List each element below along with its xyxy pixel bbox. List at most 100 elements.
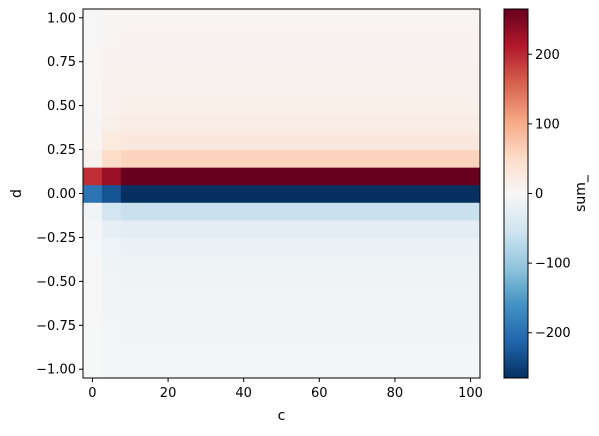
heatmap-cell xyxy=(83,272,103,291)
y-tick-label: −0.25 xyxy=(36,231,76,246)
heatmap-cell xyxy=(101,255,122,274)
heatmap-cell xyxy=(120,114,141,133)
heatmap-cell xyxy=(120,184,141,203)
heatmap-cell xyxy=(139,219,481,238)
heatmap-cell xyxy=(101,272,122,291)
heatmap-cells xyxy=(83,9,481,379)
x-tick-label: 60 xyxy=(311,386,328,401)
heatmap-cell xyxy=(101,342,122,361)
x-axis-ticks: 0 20 40 60 80 100 xyxy=(88,378,483,401)
heatmap-cell xyxy=(101,114,122,133)
heatmap-cell xyxy=(139,325,481,344)
x-tick-label: 20 xyxy=(160,386,177,401)
y-tick-label: −1.00 xyxy=(36,363,76,378)
heatmap-cell xyxy=(83,44,103,63)
heatmap-cell xyxy=(139,307,481,326)
heatmap-cell xyxy=(83,61,103,80)
heatmap-cell xyxy=(101,237,122,256)
y-tick-label: 0.75 xyxy=(47,55,76,70)
y-tick-label: 0.50 xyxy=(47,99,76,114)
heatmap-cell xyxy=(120,79,141,98)
heatmap-cell xyxy=(101,96,122,115)
heatmap-cell xyxy=(83,26,103,45)
x-tick-label: 100 xyxy=(458,386,483,401)
heatmap-cell xyxy=(139,79,481,98)
heatmap-cell xyxy=(83,307,103,326)
heatmap-cell xyxy=(101,44,122,63)
heatmap-cell xyxy=(101,202,122,221)
colorbar-ticks: −200 −100 0 100 200 xyxy=(528,48,571,341)
heatmap-cell xyxy=(101,360,122,379)
heatmap-cell xyxy=(101,307,122,326)
heatmap-cell xyxy=(139,167,481,186)
y-tick-label: 0.25 xyxy=(47,143,76,158)
heatmap-cell xyxy=(139,149,481,168)
heatmap-cell xyxy=(101,26,122,45)
colorbar-tick-label: −100 xyxy=(535,257,571,272)
heatmap-cell xyxy=(139,132,481,151)
x-tick-label: 80 xyxy=(387,386,404,401)
y-tick-label: −0.75 xyxy=(36,319,76,334)
heatmap-cell xyxy=(139,255,481,274)
heatmap-cell xyxy=(139,61,481,80)
y-tick-label: −0.50 xyxy=(36,275,76,290)
heatmap-cell xyxy=(83,114,103,133)
heatmap-cell xyxy=(120,96,141,115)
heatmap-cell xyxy=(120,219,141,238)
heatmap-cell xyxy=(139,272,481,291)
heatmap-cell xyxy=(101,9,122,28)
heatmap-cell xyxy=(83,325,103,344)
heatmap-cell xyxy=(120,44,141,63)
heatmap-cell xyxy=(139,44,481,63)
heatmap-cell xyxy=(139,360,481,379)
heatmap-cell xyxy=(139,202,481,221)
heatmap-cell xyxy=(101,325,122,344)
x-tick-label: 0 xyxy=(88,386,96,401)
heatmap-cell xyxy=(120,167,141,186)
heatmap-cell xyxy=(101,61,122,80)
heatmap-cell xyxy=(83,202,103,221)
colorbar-tick-label: 100 xyxy=(535,117,560,132)
heatmap-cell xyxy=(83,360,103,379)
heatmap-cell xyxy=(101,132,122,151)
heatmap-cell xyxy=(120,26,141,45)
y-tick-label: 0.00 xyxy=(47,187,76,202)
heatmap-cell xyxy=(101,184,122,203)
heatmap-cell xyxy=(83,184,103,203)
heatmap-cell xyxy=(139,9,481,28)
heatmap-cell xyxy=(83,79,103,98)
x-tick-label: 40 xyxy=(235,386,252,401)
heatmap-cell xyxy=(83,219,103,238)
heatmap-cell xyxy=(120,237,141,256)
colorbar-tick-label: 200 xyxy=(535,48,560,63)
heatmap-cell xyxy=(83,167,103,186)
heatmap-cell xyxy=(139,96,481,115)
heatmap-cell xyxy=(83,342,103,361)
heatmap-cell xyxy=(120,307,141,326)
heatmap-cell xyxy=(83,290,103,309)
heatmap-cell xyxy=(139,290,481,309)
heatmap-cell xyxy=(139,184,481,203)
heatmap-cell xyxy=(120,272,141,291)
heatmap-cell xyxy=(83,132,103,151)
colorbar xyxy=(503,8,529,379)
colorbar-tick-label: −200 xyxy=(535,326,571,341)
heatmap-cell xyxy=(120,149,141,168)
heatmap-cell xyxy=(83,255,103,274)
heatmap-cell xyxy=(120,360,141,379)
heatmap-cell xyxy=(101,219,122,238)
heatmap-cell xyxy=(120,342,141,361)
heatmap-cell xyxy=(120,202,141,221)
heatmap-cell xyxy=(120,255,141,274)
heatmap-cell xyxy=(120,290,141,309)
heatmap-cell xyxy=(139,342,481,361)
heatmap-cell xyxy=(120,61,141,80)
heatmap-cell xyxy=(120,325,141,344)
x-axis-label: c xyxy=(278,408,286,424)
heatmap-cell xyxy=(83,149,103,168)
y-axis-label: d xyxy=(9,189,25,198)
heatmap-cell xyxy=(101,149,122,168)
heatmap-cell xyxy=(120,9,141,28)
